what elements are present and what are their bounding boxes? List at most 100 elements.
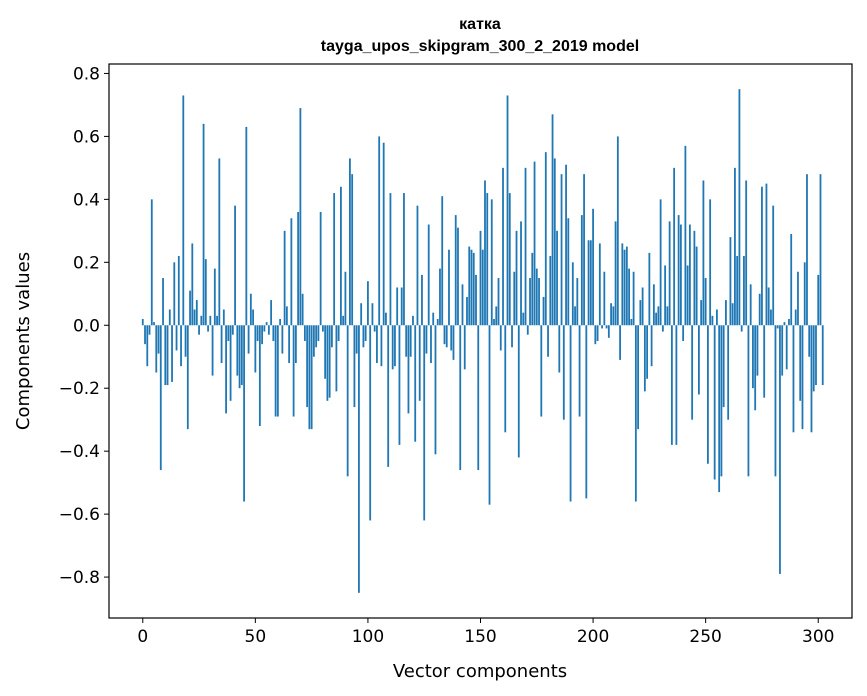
bar [535, 268, 538, 326]
bar [702, 180, 705, 326]
bar [222, 309, 225, 326]
bar [236, 325, 239, 376]
bar [331, 325, 333, 348]
x-tick-label: 100 [352, 627, 384, 647]
bar [303, 325, 306, 341]
y-tick-label: 0.8 [73, 64, 100, 84]
bar [279, 318, 282, 326]
bar [603, 271, 606, 326]
bar [731, 303, 734, 326]
bar [153, 322, 155, 326]
bar [589, 240, 592, 326]
bar [344, 271, 347, 326]
bar [346, 325, 349, 477]
bar [209, 315, 212, 326]
bar [716, 309, 718, 326]
y-axis-label: Components values [13, 252, 34, 430]
y-tick-label: −0.6 [59, 505, 100, 525]
bar [718, 325, 721, 493]
bar [722, 325, 725, 408]
bar [691, 325, 694, 420]
chart-subtitle: tayga_upos_skipgram_300_2_2019 model [321, 38, 639, 55]
bar [468, 246, 471, 326]
bar [394, 325, 396, 367]
bar [558, 325, 561, 373]
bar [148, 325, 151, 335]
bar [162, 278, 164, 326]
bar [738, 89, 741, 326]
bar [729, 237, 732, 326]
bar [803, 262, 806, 326]
bar [481, 249, 484, 326]
x-tick-label: 200 [577, 627, 609, 647]
bar [587, 240, 590, 326]
bar [358, 325, 360, 593]
bar [459, 325, 462, 471]
bar [765, 183, 768, 326]
bar [808, 325, 811, 357]
bar [249, 293, 252, 326]
bar [497, 278, 500, 326]
bar [551, 114, 554, 326]
y-tick-label: 0.0 [73, 316, 100, 336]
bar [630, 318, 633, 326]
bar [385, 312, 387, 326]
bar [526, 325, 529, 335]
bar [376, 325, 378, 364]
bar [578, 325, 581, 417]
bar [783, 322, 786, 326]
bar [720, 325, 723, 477]
bar [324, 325, 327, 379]
bar [391, 325, 394, 370]
bar [549, 256, 552, 326]
bar [416, 205, 419, 326]
bar [747, 325, 750, 477]
bar [252, 309, 254, 326]
bar [227, 325, 230, 341]
bar [628, 268, 630, 326]
bar [785, 325, 788, 370]
bar [272, 325, 275, 341]
bar [641, 287, 644, 326]
bar [400, 287, 403, 326]
bar [819, 174, 822, 326]
bar [407, 325, 410, 414]
bar [317, 325, 320, 341]
bar [281, 325, 284, 354]
bar [664, 265, 667, 326]
bar [301, 293, 304, 326]
bar [150, 199, 153, 326]
bar [614, 221, 617, 326]
bar [166, 325, 169, 386]
bar [709, 199, 712, 326]
bar [776, 325, 779, 329]
bar [299, 108, 302, 326]
bar [801, 325, 804, 430]
bar [524, 167, 527, 326]
bar [695, 246, 698, 326]
bar [634, 325, 637, 502]
bar [639, 300, 642, 326]
bar [168, 309, 171, 326]
bar [538, 278, 540, 326]
bar [763, 325, 766, 398]
bar [434, 325, 437, 455]
bar [353, 325, 356, 408]
bar [754, 325, 757, 411]
bar [207, 325, 209, 332]
bar [479, 230, 482, 326]
bar [421, 274, 423, 326]
bar [306, 325, 309, 408]
bar [727, 325, 730, 420]
bar [806, 174, 808, 326]
bar [294, 325, 297, 364]
bar [619, 325, 621, 360]
bar [567, 218, 570, 326]
bar [799, 325, 802, 401]
bar [326, 325, 329, 401]
bar [675, 325, 678, 445]
bar [650, 325, 653, 367]
bar [569, 325, 572, 502]
bar [596, 325, 599, 341]
